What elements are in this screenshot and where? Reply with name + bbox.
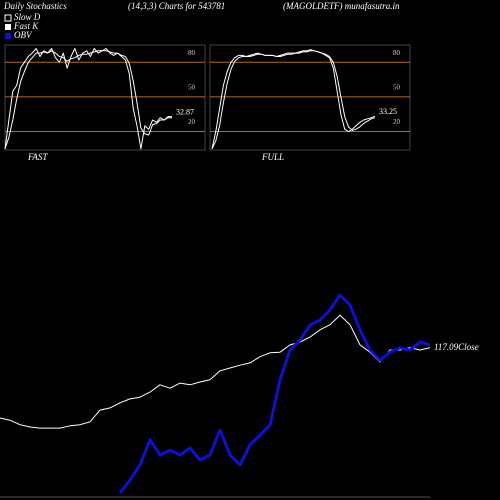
close-text: Close (458, 342, 479, 352)
y-tick-label: 80 (393, 49, 401, 57)
chart-subtitle: (14,3,3) Charts for 543781 (128, 1, 225, 11)
last-value-label: 32.87 (176, 108, 194, 117)
y-tick-label: 50 (393, 84, 401, 92)
chart-title: Daily Stochastics (3, 1, 67, 11)
series-line (118, 293, 431, 494)
close-value: 117.09 (434, 342, 459, 352)
series-line (0, 314, 431, 429)
y-tick-label: 80 (188, 49, 196, 57)
legend-label: Slow D (14, 12, 41, 22)
y-tick-label: 50 (188, 84, 196, 92)
panel-title: FAST (27, 152, 48, 162)
close-label: 117.09Close (434, 342, 479, 352)
panel-frame (209, 44, 411, 151)
legend-swatch (5, 33, 11, 39)
series-line (211, 50, 376, 150)
panel-title: FULL (261, 152, 284, 162)
last-value-label: 33.25 (379, 107, 397, 116)
legend-label: OBV (14, 30, 33, 40)
series-line (4, 48, 173, 150)
legend-swatch (5, 24, 11, 30)
series-line (211, 49, 376, 149)
legend-label: Fast K (13, 21, 39, 31)
site-label: (MAGOLDETF) munafasutra.in (283, 1, 400, 11)
legend-swatch (4, 14, 12, 22)
panel-frame (4, 44, 206, 151)
y-tick-label: 20 (393, 118, 401, 126)
y-tick-label: 20 (188, 118, 196, 126)
